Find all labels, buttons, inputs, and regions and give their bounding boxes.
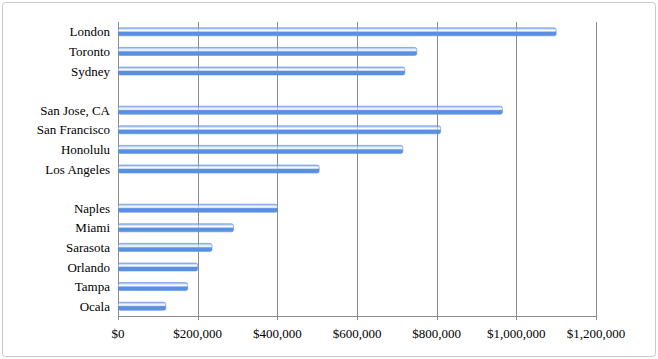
category-label: Orlando — [67, 260, 110, 275]
bar — [118, 165, 319, 173]
bar — [118, 243, 212, 251]
grid-line — [437, 22, 438, 316]
tick-label: $800,000 — [412, 326, 461, 341]
category-label: Los Angeles — [45, 162, 110, 177]
bar — [118, 67, 405, 75]
bar — [118, 224, 234, 232]
tick-mark — [596, 316, 597, 320]
chart-svg: $0 $200,000 $400,000 $600,000 $800,000 $1,000… — [0, 0, 658, 359]
category-label: Sydney — [71, 64, 111, 79]
bar — [118, 28, 556, 36]
category-label: San Jose, CA — [40, 103, 110, 118]
category-label: Toronto — [69, 44, 110, 59]
category-label: Naples — [74, 201, 110, 216]
bar — [118, 302, 166, 310]
grid-line — [516, 22, 517, 316]
bar — [118, 47, 417, 55]
chart-container: $0 $200,000 $400,000 $600,000 $800,000 $1,000… — [0, 0, 658, 359]
chart-frame — [3, 3, 656, 357]
tick-label: $1,200,000 — [567, 326, 626, 341]
category-label: Miami — [75, 220, 110, 235]
category-label: Ocala — [80, 299, 111, 314]
bar — [118, 204, 277, 212]
bar — [118, 283, 188, 291]
bars — [118, 28, 556, 310]
bar — [118, 145, 403, 153]
tick-label: $600,000 — [333, 326, 382, 341]
bar — [118, 263, 198, 271]
tick-label: $0 — [112, 326, 125, 341]
tick-label: $400,000 — [253, 326, 302, 341]
grid-line — [357, 22, 358, 316]
category-label: Sarasota — [66, 240, 110, 255]
tick-label: $1,000,000 — [487, 326, 546, 341]
tick-label: $200,000 — [173, 326, 222, 341]
category-label: Honolulu — [61, 142, 111, 157]
bar — [118, 106, 502, 114]
category-label: San Francisco — [37, 122, 110, 137]
grid-line — [596, 22, 597, 316]
x-axis-line — [118, 316, 596, 317]
category-label: London — [70, 24, 111, 39]
bar — [118, 126, 441, 134]
category-label: Tampa — [75, 279, 110, 294]
grid — [119, 22, 597, 320]
